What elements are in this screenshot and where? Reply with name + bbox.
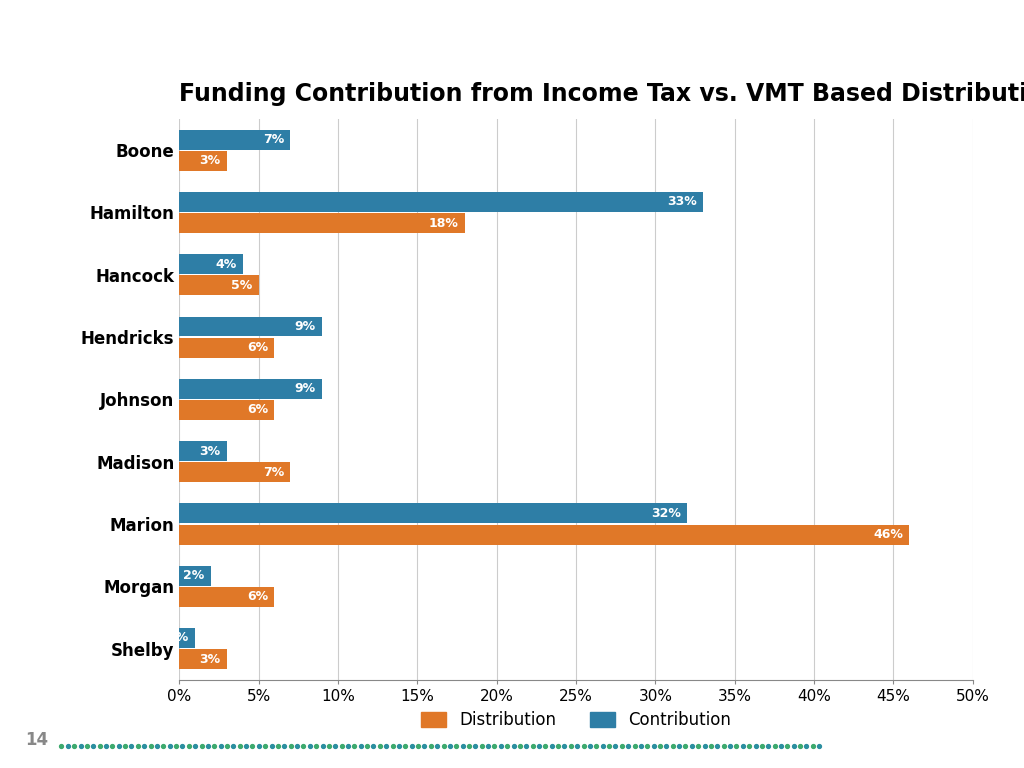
Text: 9%: 9% bbox=[295, 320, 315, 333]
Bar bbox=[179, 151, 226, 170]
Bar bbox=[179, 213, 465, 233]
Text: 6%: 6% bbox=[247, 341, 268, 354]
Bar bbox=[179, 441, 226, 461]
Text: 3%: 3% bbox=[200, 445, 220, 458]
Text: 2%: 2% bbox=[183, 569, 205, 582]
Text: 3%: 3% bbox=[200, 653, 220, 666]
Bar bbox=[179, 276, 258, 296]
Text: 32%: 32% bbox=[651, 507, 681, 520]
Bar bbox=[179, 338, 274, 358]
Bar bbox=[179, 462, 291, 482]
Bar bbox=[179, 503, 687, 523]
Text: Funding Contribution from Income Tax vs. VMT Based Distribution: Funding Contribution from Income Tax vs.… bbox=[179, 82, 1024, 106]
Text: 18%: 18% bbox=[429, 217, 459, 230]
Bar bbox=[179, 400, 274, 420]
Bar bbox=[179, 192, 702, 212]
Bar bbox=[179, 316, 322, 336]
Text: VMT BASED ALLOCATION: VMT BASED ALLOCATION bbox=[26, 22, 407, 51]
Bar bbox=[179, 587, 274, 607]
Text: 1%: 1% bbox=[168, 631, 188, 644]
Text: 14: 14 bbox=[26, 731, 49, 749]
Bar bbox=[179, 254, 243, 274]
Text: 5%: 5% bbox=[231, 279, 252, 292]
Text: 4%: 4% bbox=[215, 258, 237, 270]
Bar bbox=[179, 379, 322, 399]
Text: 3%: 3% bbox=[200, 154, 220, 167]
Legend: Distribution, Contribution: Distribution, Contribution bbox=[415, 704, 737, 736]
Text: 46%: 46% bbox=[873, 528, 903, 541]
Text: 7%: 7% bbox=[263, 133, 284, 146]
Text: 6%: 6% bbox=[247, 591, 268, 604]
Bar bbox=[179, 130, 291, 150]
Bar bbox=[179, 525, 909, 545]
Text: 33%: 33% bbox=[667, 195, 696, 208]
Bar bbox=[179, 566, 211, 586]
Bar bbox=[179, 628, 195, 648]
Bar bbox=[179, 649, 226, 669]
Text: 7%: 7% bbox=[263, 465, 284, 478]
Text: 9%: 9% bbox=[295, 382, 315, 396]
Text: 6%: 6% bbox=[247, 403, 268, 416]
